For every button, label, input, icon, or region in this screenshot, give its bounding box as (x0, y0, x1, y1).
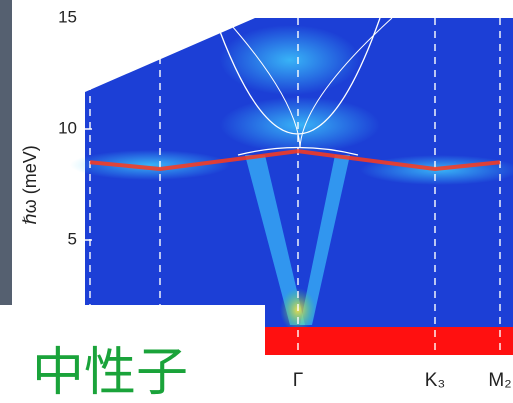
y-tick-label: 10 (58, 118, 77, 137)
y-tick-label: 5 (68, 229, 77, 248)
slide: 中性子 ℏω (meV) 5 10 15 Γ K₃ M₂ (0, 0, 513, 403)
x-tick-label: K₃ (425, 370, 445, 391)
x-tick-label: M₂ (488, 370, 511, 391)
x-tick-label: Γ (293, 370, 303, 391)
y-axis-label: ℏω (meV) (20, 145, 40, 224)
heatmap (70, 18, 513, 355)
overlay-title: 中性子 (32, 343, 188, 403)
y-tick-label: 15 (58, 7, 77, 26)
